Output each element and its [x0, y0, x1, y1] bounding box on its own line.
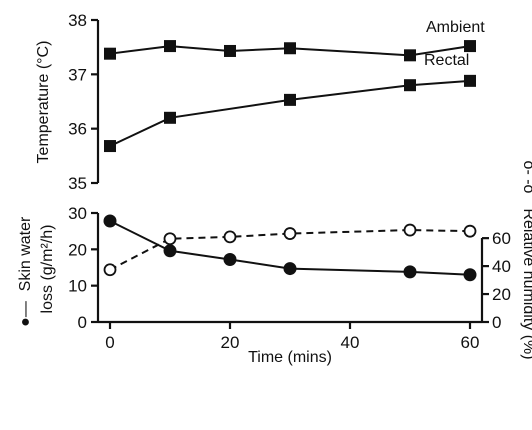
time-x-tick-label: 60: [461, 333, 480, 352]
ambient-data-point: [224, 44, 236, 57]
skin-water-loss-data-point: [463, 268, 477, 282]
relative-humidity-data-point: [283, 227, 297, 240]
skin-water-loss-legend-key: ●—: [17, 301, 34, 327]
temperature-panel: 35 36 37 38 Temperature (°C) Ambient Rectal: [35, 11, 485, 193]
relative-humidity-y-tick-label: 0: [492, 313, 501, 332]
relative-humidity-label-text: Relative humidity (%): [520, 208, 532, 359]
ambient-series-line: [109, 45, 471, 57]
rectal-series-label: Rectal: [424, 52, 469, 69]
skin-water-loss-label-text: Skin water: [17, 216, 34, 291]
skin-water-loss-data-point: [163, 244, 177, 258]
skin-water-loss-data-point: [283, 262, 297, 276]
relative-humidity-series-line: [109, 229, 471, 271]
ambient-data-point: [404, 49, 416, 62]
relative-humidity-data-point: [223, 230, 237, 244]
skin-water-loss-data-point: [103, 214, 117, 228]
relative-humidity-data-point: [403, 223, 417, 237]
temperature-y-tick-label: 35: [68, 174, 87, 193]
time-x-tick-label: 20: [221, 333, 240, 352]
skin-water-loss-y-tick-label: 20: [68, 240, 87, 259]
water-loss-humidity-panel: 0 10 20 30 0 20 40 60 0 20 40 60 Time (mins) ●— S…: [17, 161, 532, 366]
rectal-data-point: [164, 111, 176, 124]
ambient-data-point: [464, 40, 476, 53]
rectal-data-point: [464, 74, 476, 87]
relative-humidity-data-point: [103, 263, 117, 277]
relative-humidity-y-tick-label: 40: [492, 257, 511, 276]
ambient-data-point: [104, 47, 116, 60]
temperature-y-tick-label: 37: [68, 65, 87, 84]
ambient-data-point: [284, 42, 296, 55]
skin-water-loss-series-line: [109, 220, 471, 276]
temperature-y-tick-label: 38: [68, 11, 87, 30]
relative-humidity-y-axis-label: o- -o Relative humidity (%): [520, 161, 532, 360]
relative-humidity-y-tick-label: 20: [492, 285, 511, 304]
skin-water-loss-data-point: [223, 253, 237, 267]
time-x-axis-label: Time (mins): [248, 349, 332, 366]
skin-water-loss-y-tick-label: 10: [68, 277, 87, 296]
skin-water-loss-y-axis-label: ●— Skin water loss (g/m²/h): [17, 216, 56, 327]
time-x-tick-label: 0: [105, 333, 114, 352]
rectal-data-point: [404, 79, 416, 92]
skin-water-loss-units: loss (g/m²/h): [39, 225, 56, 314]
time-x-tick-label: 40: [341, 333, 360, 352]
rectal-data-point: [284, 93, 296, 106]
ambient-data-point: [164, 40, 176, 53]
ambient-series-label: Ambient: [426, 19, 485, 36]
skin-water-loss-y-tick-label: 0: [78, 313, 87, 332]
skin-water-loss-data-point: [403, 265, 417, 279]
relative-humidity-legend-key: o- -o: [520, 161, 532, 194]
temperature-y-tick-label: 36: [68, 120, 87, 139]
temperature-y-axis-label: Temperature (°C): [35, 41, 52, 164]
skin-water-loss-y-tick-label: 30: [68, 204, 87, 223]
relative-humidity-y-tick-label: 60: [492, 229, 511, 248]
relative-humidity-data-point: [463, 224, 477, 238]
rectal-data-point: [104, 140, 116, 153]
relative-humidity-data-point: [163, 232, 177, 246]
